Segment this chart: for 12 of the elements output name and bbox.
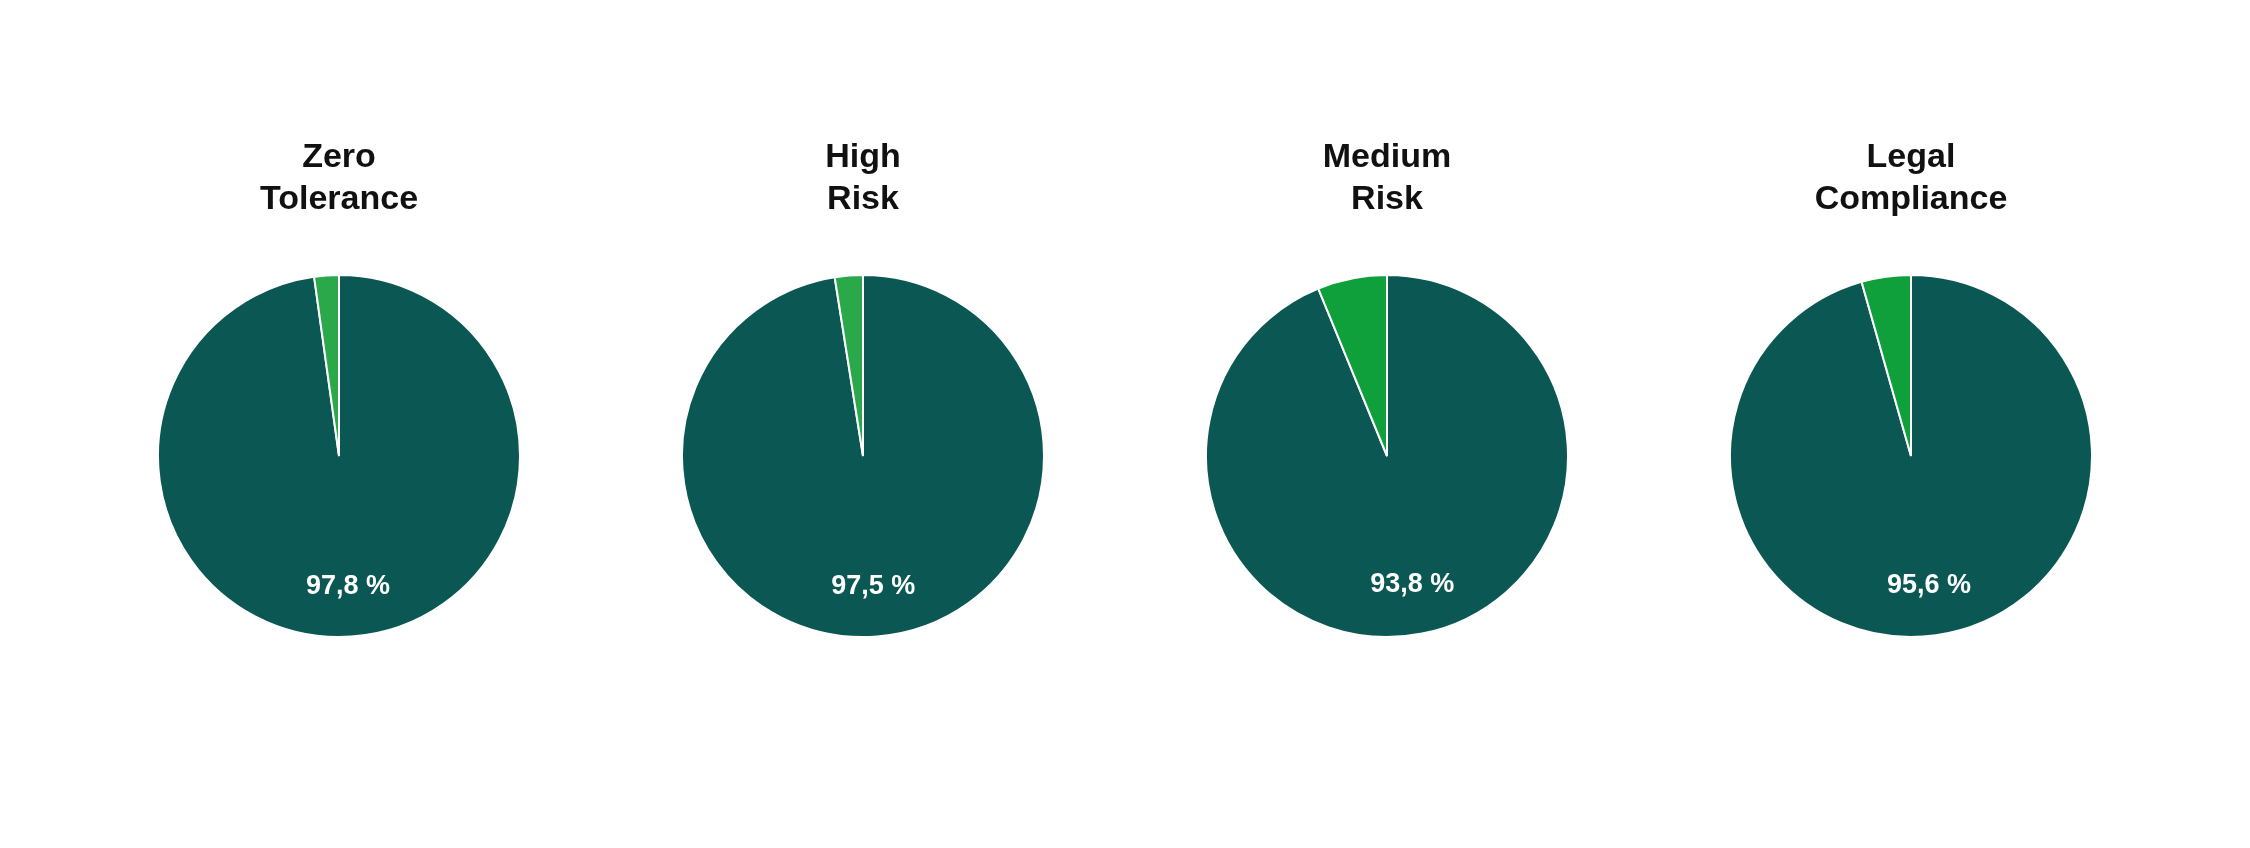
chart-title: Zero Tolerance: [259, 136, 419, 216]
pie-slice: [1205, 274, 1569, 638]
chart-title: Legal Compliance: [1814, 136, 2008, 216]
pie-slice: [681, 274, 1045, 638]
pie-slice: [157, 274, 521, 638]
data-label: 95,6 %: [1886, 569, 1971, 600]
pie-slice: [1729, 274, 2093, 638]
chart-title: Medium Risk: [1322, 136, 1452, 216]
data-label: 97,8 %: [305, 570, 391, 601]
data-label: 93,8 %: [1370, 567, 1455, 598]
data-label: 97,5 %: [831, 569, 916, 600]
chart-title: High Risk: [825, 136, 901, 216]
